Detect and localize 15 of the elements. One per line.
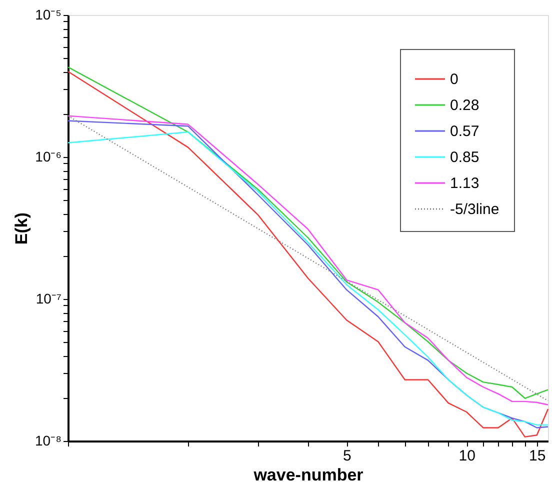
x-axis-title: wave-number <box>252 466 364 482</box>
x-tick-label: 10 <box>458 448 476 464</box>
legend-label: 1.13 <box>450 175 480 192</box>
y-tick-label: 10⁻⁶ <box>35 148 62 164</box>
legend-label: 0.28 <box>450 97 480 114</box>
legend-label: -5/3line <box>450 201 500 218</box>
x-tick-label: 15 <box>528 448 546 464</box>
y-tick-label: 10⁻⁸ <box>35 432 62 448</box>
y-tick-label: 10⁻⁵ <box>35 6 62 22</box>
y-axis-title: E(k) <box>12 212 32 245</box>
legend-label: 0.85 <box>450 149 480 166</box>
x-tick-label: 5 <box>342 448 352 464</box>
y-tick-label: 10⁻⁷ <box>36 290 62 306</box>
legend-label: 0 <box>450 71 458 88</box>
legend-label: 0.57 <box>450 123 480 140</box>
